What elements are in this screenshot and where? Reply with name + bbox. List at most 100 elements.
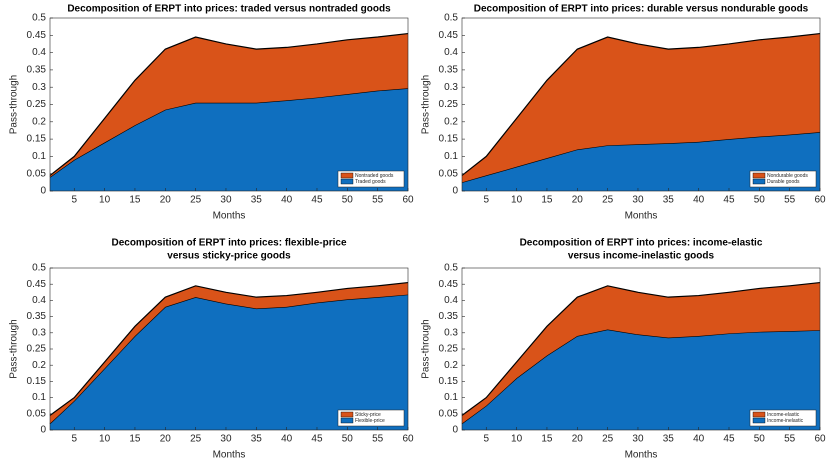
x-tick-label: 40 <box>693 434 705 445</box>
y-tick-label: 0.4 <box>32 295 46 306</box>
y-tick-label: 0.35 <box>439 65 459 76</box>
y-tick-label: 0.05 <box>27 408 47 419</box>
x-tick-label: 30 <box>632 434 644 445</box>
y-axis-label: Pass-through <box>421 319 432 378</box>
y-tick-label: 0.05 <box>439 168 459 179</box>
x-axis-label: Months <box>213 450 246 461</box>
y-tick-label: 0.15 <box>27 376 47 387</box>
y-tick-label: 0.25 <box>439 99 459 110</box>
y-tick-label: 0.15 <box>439 134 459 145</box>
x-tick-label: 50 <box>342 434 354 445</box>
x-tick-label: 40 <box>281 195 293 206</box>
x-axis-label: Months <box>625 450 658 461</box>
x-tick-label: 20 <box>160 195 172 206</box>
chart-panel: 5 10 15 20 25 30 35 40 45 50 55 60 0 0.05 0.1 0.15 0.2 0.… <box>9 238 414 461</box>
x-axis-label: Months <box>625 211 658 222</box>
area <box>50 294 408 430</box>
x-tick-label: 10 <box>511 195 523 206</box>
area <box>462 282 820 424</box>
x-tick-label: 15 <box>541 195 553 206</box>
chart-panel: 5 10 15 20 25 30 35 40 45 50 55 60 0 0.05 0.1 0.15 0.2 0.… <box>9 4 414 222</box>
x-tick-label: 20 <box>160 434 172 445</box>
x-tick-label: 25 <box>602 434 614 445</box>
area-edge <box>461 32 821 176</box>
y-tick-label: 0.25 <box>27 344 47 355</box>
x-tick-label: 20 <box>572 195 584 206</box>
y-tick-label: 0.05 <box>439 408 459 419</box>
area-edge <box>49 32 409 176</box>
chart-title: versus sticky-price goods <box>167 251 291 262</box>
y-tick-label: 0.4 <box>444 47 458 58</box>
legend-label: Nontraded goods <box>355 173 394 179</box>
x-tick-label: 45 <box>723 434 735 445</box>
x-tick-label: 25 <box>602 195 614 206</box>
x-tick-label: 30 <box>220 195 232 206</box>
y-tick-label: 0 <box>40 186 46 197</box>
y-tick-label: 0.45 <box>439 30 459 41</box>
y-tick-label: 0.2 <box>444 360 458 371</box>
y-tick-label: 0.45 <box>27 30 47 41</box>
y-tick-label: 0.1 <box>444 151 458 162</box>
legend-swatch <box>752 178 766 185</box>
legend-box <box>337 409 405 427</box>
area-edge <box>49 281 409 416</box>
legend-label: Income-elastic <box>767 412 800 418</box>
y-axis-label: Pass-through <box>9 75 20 134</box>
chart-title: Decomposition of ERPT into prices: trade… <box>67 4 391 15</box>
x-tick-label: 45 <box>311 434 323 445</box>
x-tick-label: 5 <box>71 195 77 206</box>
x-axis-label: Months <box>213 211 246 222</box>
y-tick-label: 0.35 <box>27 311 47 322</box>
area <box>462 329 820 430</box>
x-tick-label: 25 <box>190 434 202 445</box>
legend-swatch <box>752 417 766 424</box>
legend-box <box>337 170 405 188</box>
y-tick-label: 0.2 <box>444 116 458 127</box>
y-tick-label: 0.15 <box>439 376 459 387</box>
y-tick-label: 0.25 <box>439 344 459 355</box>
x-tick-label: 40 <box>281 434 293 445</box>
x-tick-label: 10 <box>511 434 523 445</box>
legend-swatch <box>752 172 766 179</box>
x-tick-label: 30 <box>632 195 644 206</box>
area <box>462 33 820 183</box>
y-tick-label: 0.05 <box>27 168 47 179</box>
y-tick-label: 0.25 <box>27 99 47 110</box>
x-tick-label: 35 <box>251 434 263 445</box>
legend-box <box>749 170 817 188</box>
x-tick-label: 15 <box>129 434 141 445</box>
y-tick-label: 0.3 <box>444 327 458 338</box>
x-tick-label: 30 <box>220 434 232 445</box>
area <box>50 88 408 191</box>
legend-swatch <box>752 411 766 418</box>
chart-panel: 5 10 15 20 25 30 35 40 45 50 55 60 0 0.05 0.1 0.15 0.2 0.… <box>421 238 826 461</box>
x-tick-label: 40 <box>693 195 705 206</box>
area <box>50 33 408 178</box>
y-tick-label: 0.1 <box>444 392 458 403</box>
x-tick-label: 60 <box>402 434 414 445</box>
x-tick-label: 60 <box>402 195 414 206</box>
y-tick-label: 0.1 <box>32 392 46 403</box>
y-axis-label: Pass-through <box>421 75 432 134</box>
legend-label: Sticky-price <box>355 412 381 418</box>
x-tick-label: 25 <box>190 195 202 206</box>
legend-label: Durable goods <box>767 179 800 185</box>
x-tick-label: 5 <box>71 434 77 445</box>
chart-title: Decomposition of ERPT into prices: flexi… <box>111 238 346 249</box>
y-tick-label: 0.1 <box>32 151 46 162</box>
x-tick-label: 5 <box>483 195 489 206</box>
x-tick-label: 60 <box>814 195 826 206</box>
x-tick-label: 55 <box>372 434 384 445</box>
chart-title: Decomposition of ERPT into prices: incom… <box>520 238 763 249</box>
y-tick-label: 0.5 <box>444 263 458 274</box>
chart-panel: 5 10 15 20 25 30 35 40 45 50 55 60 0 0.05 0.1 0.15 0.2 0.… <box>421 4 826 222</box>
y-tick-label: 0.5 <box>32 263 46 274</box>
chart-title: Decomposition of ERPT into prices: durab… <box>474 4 809 15</box>
legend-swatch <box>340 178 354 185</box>
area-edge <box>461 281 821 416</box>
legend-label: Income-inelastic <box>767 418 804 424</box>
area <box>462 132 820 191</box>
x-tick-label: 35 <box>663 195 675 206</box>
y-tick-label: 0.4 <box>444 295 458 306</box>
